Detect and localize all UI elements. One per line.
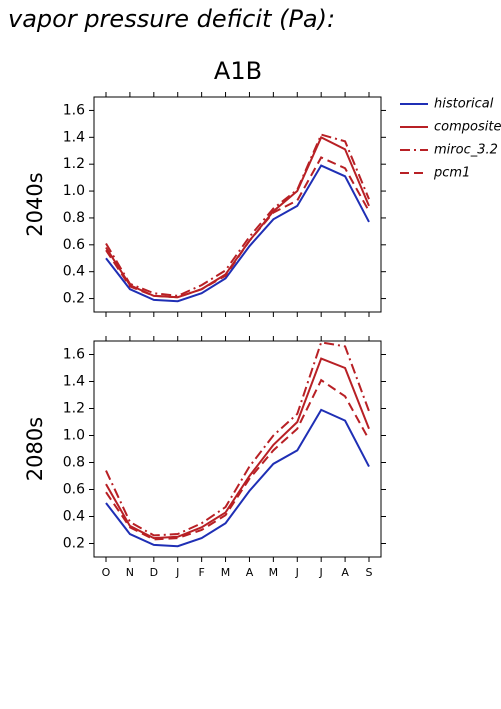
plot-frame (93, 96, 382, 313)
y-tick-label: 0.2 (63, 536, 85, 552)
x-tick-label: J (319, 566, 323, 579)
series-line (105, 378, 370, 541)
y-tick-label: 0.6 (63, 482, 85, 498)
plot-frame (93, 340, 382, 558)
y-axis-label: 2040s (23, 172, 47, 236)
legend-label: composite (434, 120, 501, 135)
series-line (105, 357, 370, 540)
x-tick-label: D (150, 566, 158, 579)
y-tick-label: 1.4 (63, 374, 85, 390)
x-tick-label: O (102, 566, 111, 579)
chart-title: A1B (214, 57, 262, 85)
legend-label: pcm1 (433, 166, 470, 181)
series-line (105, 164, 370, 303)
y-tick-label: 1.0 (63, 428, 85, 444)
x-tick-label: F (198, 566, 204, 579)
y-tick-label: 0.8 (63, 455, 85, 471)
series-line (105, 341, 370, 537)
y-tick-label: 0.2 (63, 291, 85, 307)
y-tick-label: 1.2 (63, 156, 85, 172)
y-tick-label: 0.4 (63, 264, 85, 280)
y-tick-label: 0.8 (63, 210, 85, 226)
y-tick-label: 1.6 (63, 347, 85, 363)
heading: vapor pressure deficit (Pa): (8, 5, 335, 33)
x-tick-label: J (295, 566, 299, 579)
y-tick-label: 1.6 (63, 102, 85, 118)
series-line (105, 156, 370, 299)
x-tick-label: S (366, 566, 373, 579)
x-tick-label: J (175, 566, 179, 579)
y-tick-label: 1.2 (63, 401, 85, 417)
legend-label: miroc_3.2 (434, 143, 498, 158)
y-tick-label: 1.4 (63, 129, 85, 145)
y-tick-label: 0.6 (63, 237, 85, 253)
legend-label: historical (434, 97, 494, 112)
x-tick-label: A (246, 566, 254, 579)
series-line (105, 133, 370, 297)
x-tick-label: M (221, 566, 231, 579)
x-tick-label: N (126, 566, 134, 579)
y-tick-label: 0.4 (63, 509, 85, 525)
y-tick-label: 1.0 (63, 183, 85, 199)
series-line (105, 408, 370, 548)
x-tick-label: A (341, 566, 349, 579)
x-tick-label: M (269, 566, 279, 579)
y-axis-label: 2080s (23, 417, 47, 481)
